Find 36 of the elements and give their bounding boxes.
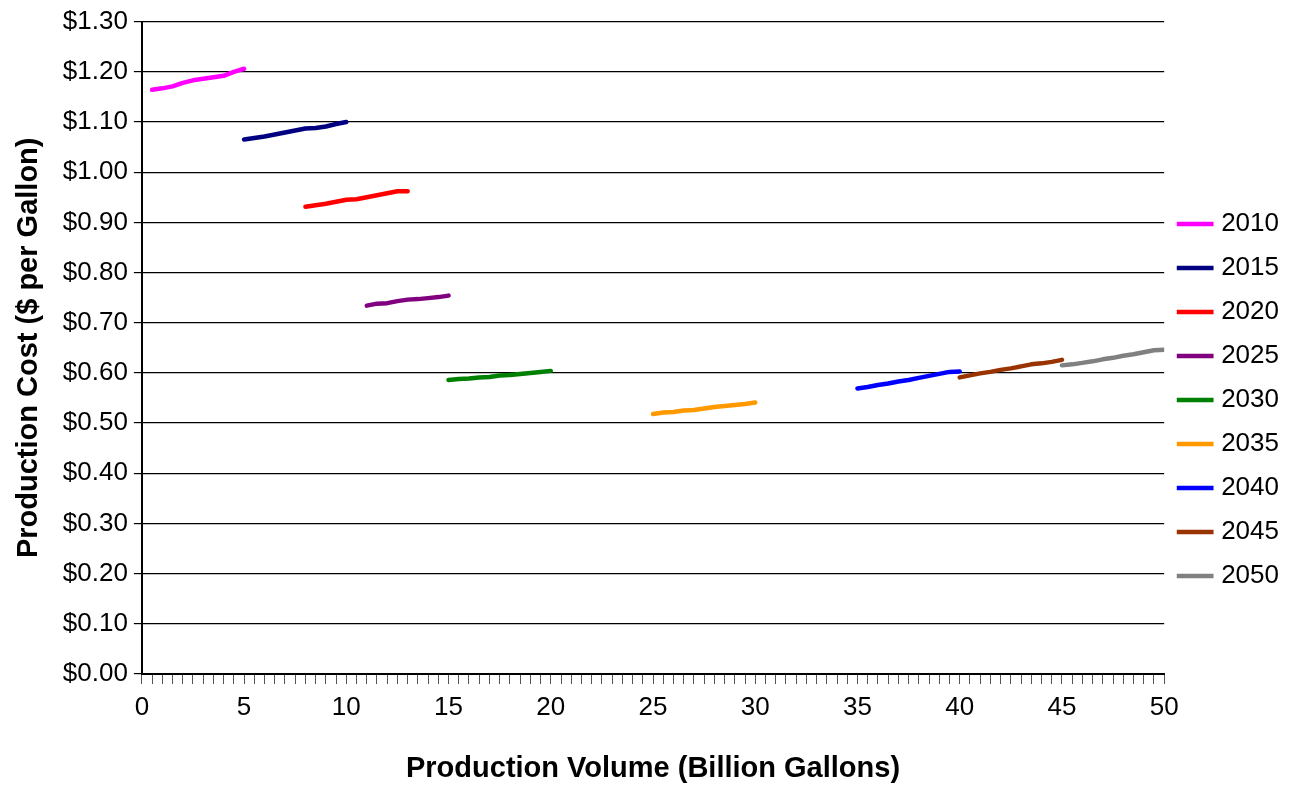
legend-label: 2045	[1221, 515, 1279, 546]
legend-label: 2035	[1221, 427, 1279, 458]
legend-label: 2020	[1221, 295, 1279, 326]
x-tick-label: 25	[638, 690, 668, 721]
y-tick-label: $1.30	[62, 4, 128, 35]
x-tick-label: 40	[945, 690, 975, 721]
x-tick-label: 0	[134, 690, 150, 721]
legend-label: 2010	[1221, 207, 1279, 238]
y-tick-label: $0.60	[62, 356, 128, 387]
y-tick-label: $0.30	[62, 506, 128, 537]
x-tick-label: 50	[1149, 690, 1179, 721]
y-axis-title: Production Cost ($ per Gallon)	[11, 137, 44, 559]
y-tick-label: $1.20	[62, 54, 128, 85]
legend-label: 2025	[1221, 339, 1279, 370]
x-axis-title: Production Volume (Billion Gallons)	[405, 750, 901, 783]
x-tick-label: 35	[843, 690, 872, 721]
y-tick-label: $0.20	[62, 556, 128, 587]
y-tick-label: $1.00	[62, 155, 128, 186]
y-tick-label: $0.00	[62, 657, 128, 688]
legend-label: 2015	[1221, 251, 1279, 282]
y-tick-label: $0.90	[62, 205, 128, 236]
y-tick-label: $0.10	[62, 606, 128, 637]
y-tick-label: $0.50	[62, 406, 128, 437]
y-tick-label: $0.70	[62, 305, 128, 336]
x-tick-label: 15	[434, 690, 464, 721]
x-tick-label: 20	[536, 690, 566, 721]
x-tick-label: 5	[236, 690, 252, 721]
x-tick-label: 30	[740, 690, 770, 721]
x-tick-label: 10	[331, 690, 361, 721]
legend-label: 2030	[1221, 383, 1279, 414]
legend-label: 2040	[1221, 471, 1279, 502]
x-tick-label: 45	[1047, 690, 1077, 721]
y-tick-label: $0.80	[62, 255, 128, 286]
y-tick-label: $0.40	[62, 456, 128, 487]
y-tick-label: $1.10	[62, 105, 128, 136]
legend-label: 2050	[1221, 559, 1279, 590]
